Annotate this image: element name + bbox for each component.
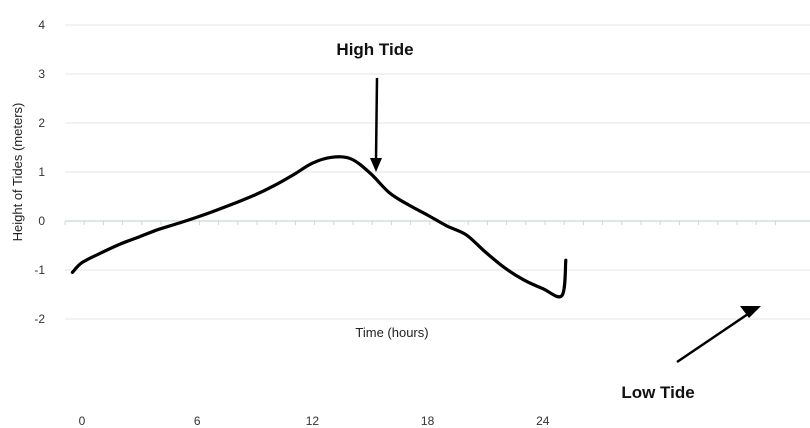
y-tick-label: 1 xyxy=(38,165,45,179)
tide-height-line xyxy=(70,155,568,299)
low-tide-arrow xyxy=(676,306,761,364)
y-tick-label: 3 xyxy=(38,67,45,81)
x-tick-label: 6 xyxy=(194,414,201,428)
y-tick-label: 4 xyxy=(38,18,45,32)
high-tide-arrow xyxy=(370,77,382,172)
low-tide-label: Low Tide xyxy=(621,383,694,402)
high-tide-label: High Tide xyxy=(336,40,413,59)
x-tick-label: 12 xyxy=(306,414,320,428)
x-tick-label: 0 xyxy=(79,414,86,428)
y-tick-labels: 4 3 2 1 0 -1 -2 xyxy=(34,18,45,326)
x-tick-labels: 0 6 12 18 24 xyxy=(79,414,550,428)
y-tick-label: 0 xyxy=(38,214,45,228)
x-tick-label: 18 xyxy=(421,414,435,428)
y-tick-label: -1 xyxy=(34,263,45,277)
gridlines xyxy=(64,24,810,320)
x-axis-title: Time (hours) xyxy=(355,325,428,340)
y-axis-title: Height of Tides (meters) xyxy=(10,103,25,242)
y-tick-label: -2 xyxy=(34,312,45,326)
x-tick-label: 24 xyxy=(536,414,550,428)
y-tick-label: 2 xyxy=(38,116,45,130)
